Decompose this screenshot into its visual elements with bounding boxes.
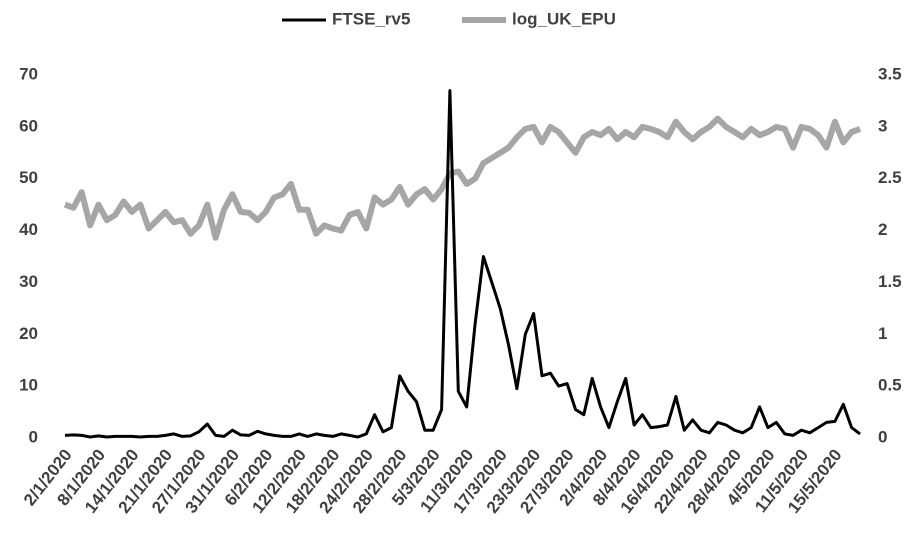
y2-tick-label: 2.5 — [878, 168, 902, 187]
y-tick-label: 10 — [19, 376, 38, 395]
series-line — [63, 115, 862, 241]
y2-tick-label: 3 — [878, 116, 887, 135]
y2-tick-label: 0 — [878, 427, 887, 446]
y-tick-label: 0 — [29, 427, 38, 446]
y-tick-label: 20 — [19, 324, 38, 343]
y2-tick-label: 2 — [878, 220, 887, 239]
y2-tick-label: 1.5 — [878, 272, 902, 291]
y-tick-label: 70 — [19, 64, 38, 83]
y2-tick-label: 3.5 — [878, 64, 902, 83]
legend-label: FTSE_rv5 — [332, 9, 410, 28]
y2-tick-label: 0.5 — [878, 376, 902, 395]
y2-tick-label: 1 — [878, 324, 887, 343]
y-tick-label: 50 — [19, 168, 38, 187]
y-tick-label: 30 — [19, 272, 38, 291]
series-line — [64, 89, 861, 439]
y-tick-label: 60 — [19, 116, 38, 135]
y-tick-label: 40 — [19, 220, 38, 239]
legend-label: log_UK_EPU — [512, 9, 616, 28]
